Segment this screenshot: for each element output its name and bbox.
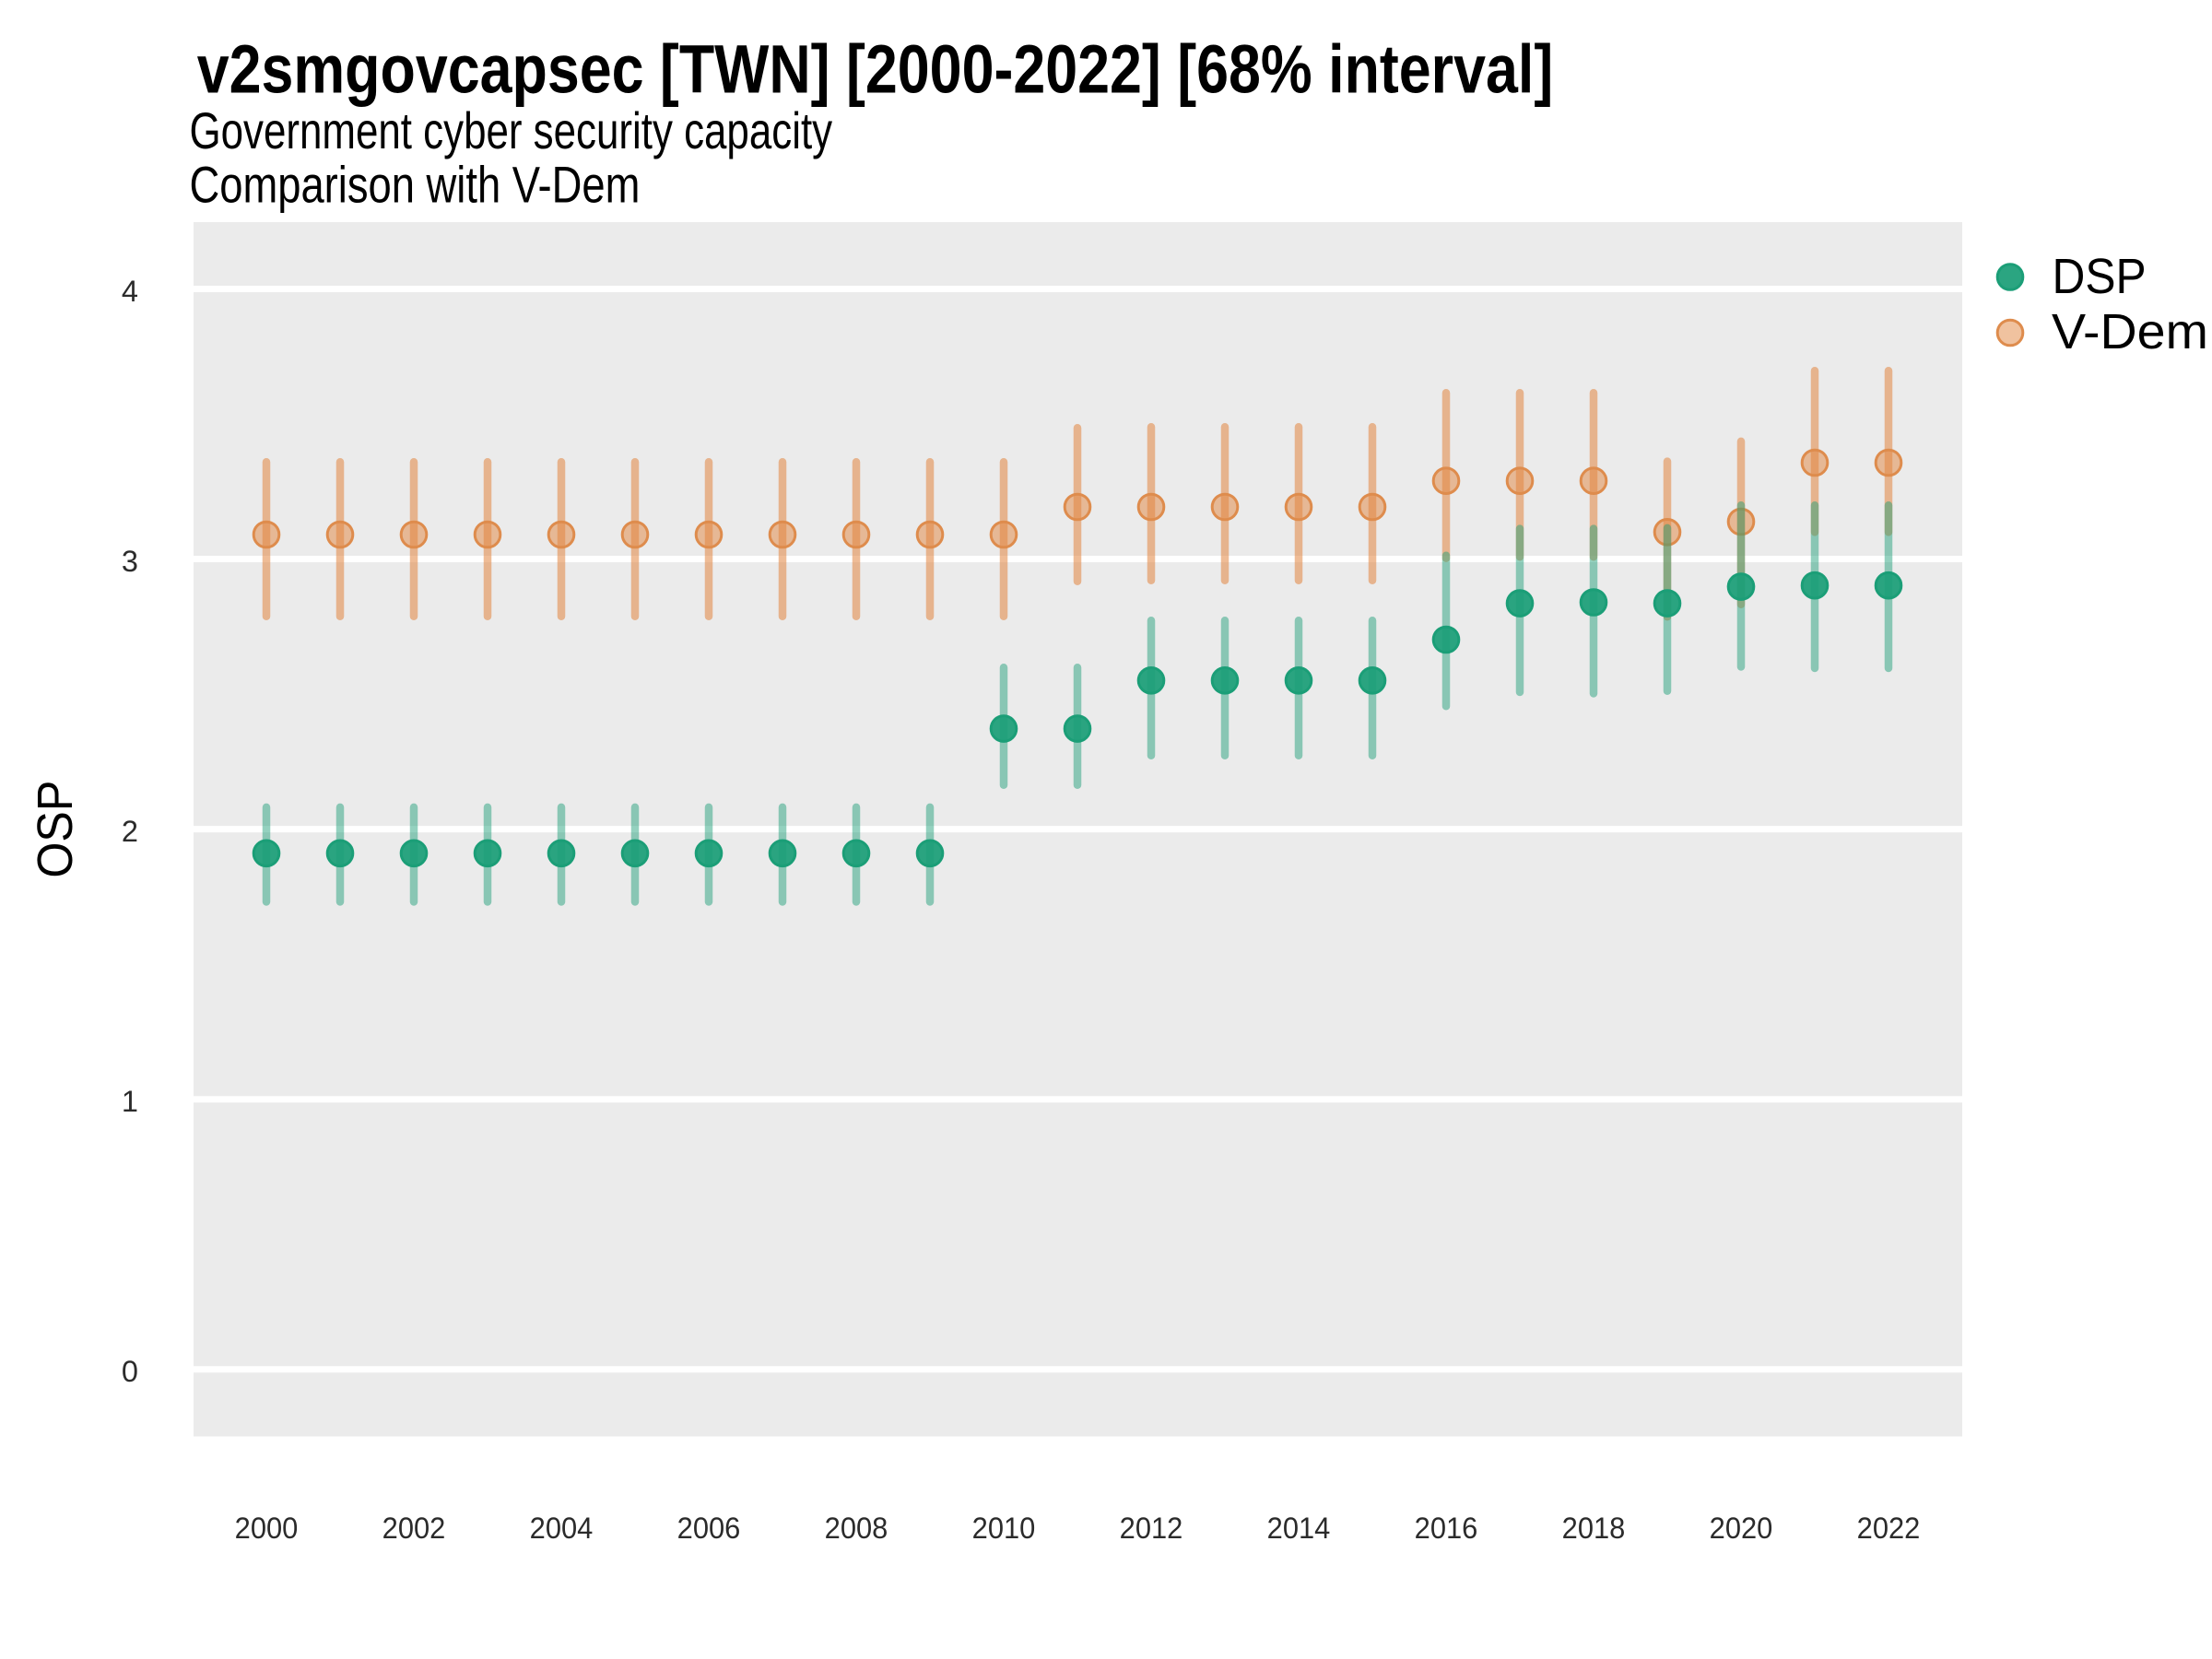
- svg-text:2010: 2010: [972, 1511, 1036, 1545]
- svg-text:2000: 2000: [235, 1511, 299, 1545]
- svg-text:2: 2: [122, 815, 138, 848]
- svg-text:2020: 2020: [1710, 1511, 1773, 1545]
- svg-text:Government cyber security capa: Government cyber security capacity: [190, 101, 833, 159]
- svg-text:2008: 2008: [825, 1511, 888, 1545]
- svg-text:DSP: DSP: [2053, 248, 2147, 303]
- svg-text:v2smgovcapsec [TWN] [2000-2022: v2smgovcapsec [TWN] [2000-2022] [68% int…: [197, 31, 1554, 108]
- svg-text:4: 4: [122, 275, 138, 308]
- svg-text:3: 3: [122, 545, 138, 578]
- svg-text:2014: 2014: [1267, 1511, 1331, 1545]
- svg-text:OSP: OSP: [28, 781, 83, 878]
- svg-text:1: 1: [122, 1085, 138, 1118]
- svg-text:2018: 2018: [1562, 1511, 1626, 1545]
- svg-text:2016: 2016: [1415, 1511, 1478, 1545]
- svg-text:Comparison with V-Dem: Comparison with V-Dem: [190, 156, 641, 214]
- svg-text:2002: 2002: [382, 1511, 446, 1545]
- svg-text:2004: 2004: [530, 1511, 594, 1545]
- svg-text:0: 0: [122, 1355, 138, 1388]
- svg-text:2022: 2022: [1857, 1511, 1921, 1545]
- svg-text:2012: 2012: [1120, 1511, 1183, 1545]
- svg-text:V-Dem: V-Dem: [2052, 303, 2208, 359]
- svg-text:2006: 2006: [677, 1511, 741, 1545]
